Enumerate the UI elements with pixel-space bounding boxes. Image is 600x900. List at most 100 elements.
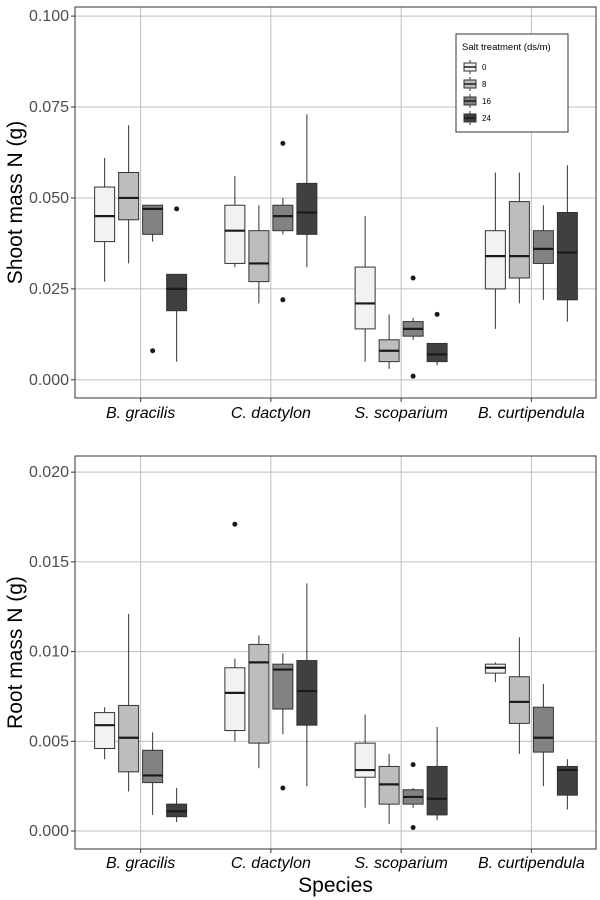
x-tick-label: S. scoparium [354,405,447,422]
box-24-0 [166,206,188,362]
box-8-0 [118,613,140,792]
box-16-3 [532,205,554,300]
box-body [272,204,294,232]
box-24-1 [296,114,318,268]
legend-key-8: 8 [463,77,487,91]
box-0-1 [224,176,246,268]
box-body [166,273,188,312]
outlier-point [150,348,156,354]
box-body [484,230,506,290]
box-16-1 [272,140,294,303]
x-tick-label: S. scoparium [354,855,447,872]
y-tick-label: 0.020 [29,464,69,481]
x-tick-label: B. gracilis [106,405,175,422]
outlier-point [410,824,416,830]
box-16-2 [402,762,424,830]
box-body [556,765,578,796]
outlier-point [434,311,440,317]
box-body [296,660,318,726]
box-8-1 [248,205,270,304]
plot-area [75,456,596,849]
box-8-0 [118,125,140,264]
box-24-2 [426,726,448,821]
box-0-2 [354,216,376,362]
box-8-3 [508,172,530,304]
box-body [426,765,448,816]
box-body [142,749,164,784]
outlier-point [410,373,416,379]
box-body [532,230,554,264]
box-24-2 [426,311,448,366]
y-tick-label: 0.050 [29,190,69,207]
outlier-point [280,140,286,146]
legend: Salt treatment (ds/m) 0 8 16 24 [455,33,569,133]
box-16-0 [142,204,164,354]
x-tick-label: B. curtipendula [478,855,585,872]
y-axis-label: Root mass N (g) [4,576,27,729]
box-body [272,663,294,710]
x-tick-label: B. curtipendula [478,405,585,422]
box-0-3 [484,662,506,683]
box-body [94,186,116,243]
box-body [224,204,246,264]
box-8-2 [378,314,400,369]
box-0-1 [224,521,246,742]
box-body [224,667,246,732]
box-body [426,342,448,363]
box-body [118,171,140,221]
box-8-3 [508,637,530,754]
y-tick-label: 0.000 [29,372,69,389]
box-body [508,676,530,724]
y-tick-label: 0.000 [29,823,69,840]
legend-label: 16 [482,97,491,106]
legend-key-0: 0 [463,60,487,74]
box-body [142,204,164,235]
y-tick-label: 0.015 [29,554,69,571]
outlier-point [410,762,416,768]
box-body [556,212,578,301]
y-tick-label: 0.075 [29,99,69,116]
x-tick-label: C. dactylon [231,855,311,872]
box-8-1 [248,635,270,769]
y-tick-label: 0.010 [29,644,69,661]
outlier-point [232,521,238,527]
outlier-point [280,297,286,303]
legend-label: 0 [482,63,487,72]
box-16-0 [142,732,164,815]
box-0-3 [484,172,506,329]
legend-label: 8 [482,80,487,89]
shoot-panel: 0.000 0.025 0.050 0.075 0.100 B. gracilis C. d… [4,6,597,422]
root-panel: 0.000 0.005 0.010 0.015 0.020 B. gracilis C. d… [4,455,597,897]
box-0-2 [354,714,376,808]
y-tick-label: 0.025 [29,281,69,298]
box-0-0 [94,157,116,282]
box-24-0 [166,787,188,823]
legend-key-24: 24 [463,111,491,125]
box-16-3 [532,683,554,787]
legend-title: Salt treatment (ds/m) [462,42,551,53]
box-body [296,182,318,235]
box-body [354,742,376,778]
box-24-3 [556,759,578,810]
box-body [508,201,530,279]
box-24-3 [556,165,578,322]
outlier-point [280,785,286,791]
box-body [248,643,270,744]
box-16-2 [402,275,424,379]
y-tick-label: 0.100 [29,8,69,25]
box-24-1 [296,583,318,787]
box-body [94,712,116,750]
box-body [248,230,270,283]
x-tick-label: B. gracilis [106,855,175,872]
y-axis-label: Shoot mass N (g) [4,121,27,284]
y-tick-label: 0.005 [29,733,69,750]
box-body [532,706,554,753]
plot-border [74,455,597,850]
outlier-point [410,275,416,281]
box-0-0 [94,707,116,760]
plot-border [74,6,597,399]
box-8-2 [378,753,400,824]
x-tick-label: C. dactylon [231,405,311,422]
outlier-point [174,206,180,212]
